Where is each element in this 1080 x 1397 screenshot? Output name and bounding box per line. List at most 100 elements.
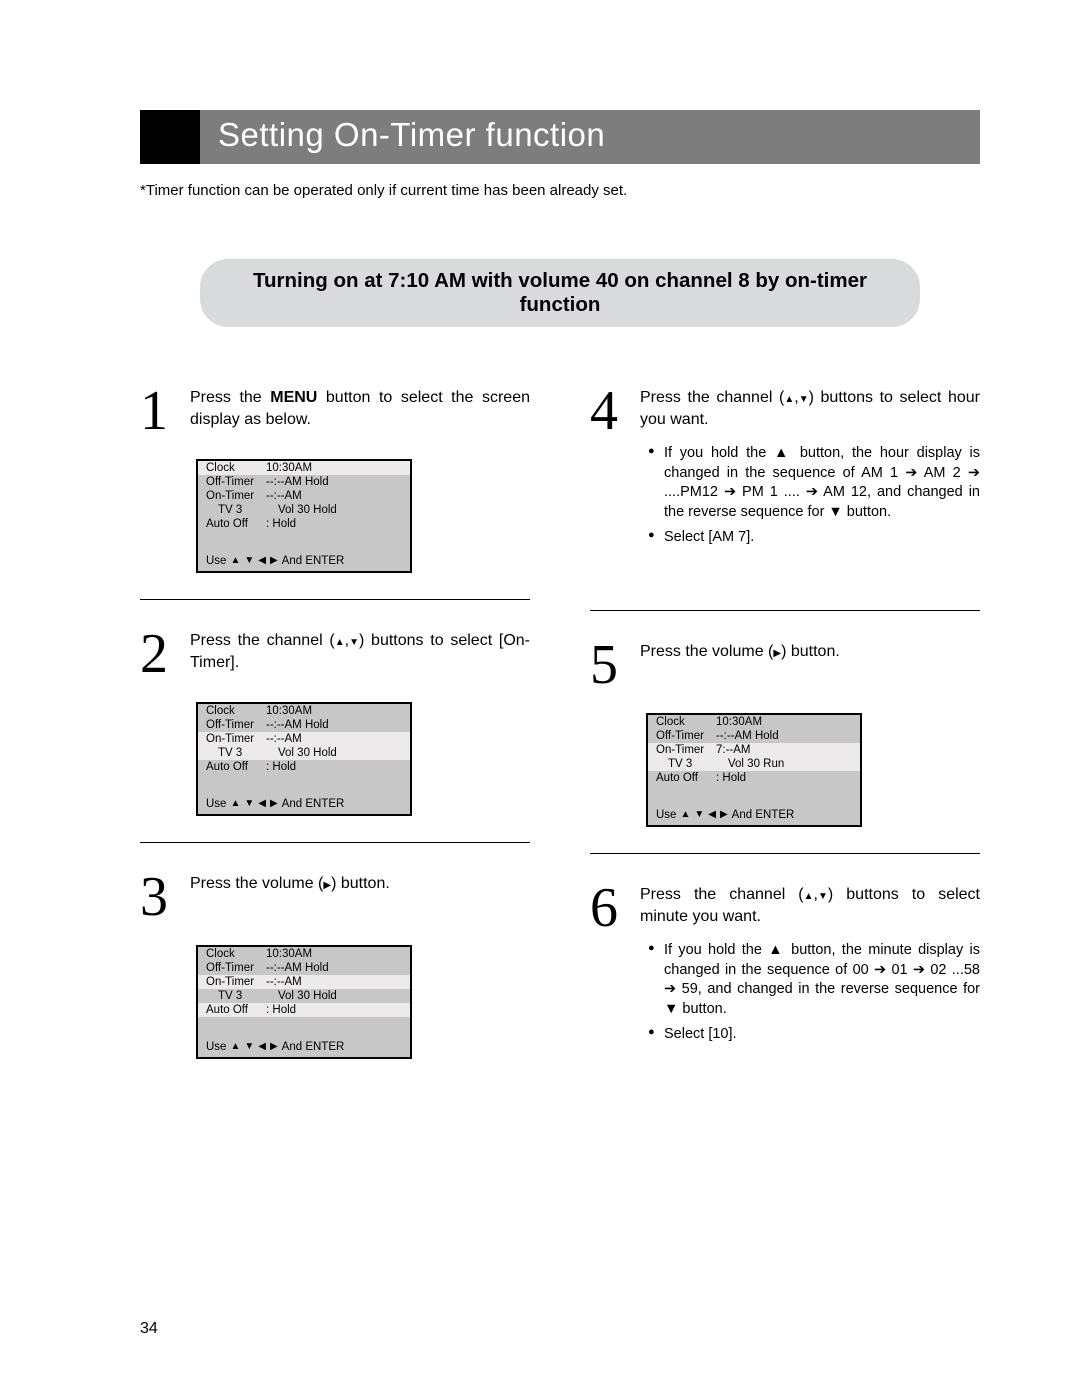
- k: On-Timer: [206, 976, 266, 988]
- osd-row-tv: TV 3Vol 30 Run: [648, 757, 860, 771]
- osd-row-on: On-Timer--:--AM: [198, 489, 410, 503]
- osd-row-clock: Clock10:30AM: [198, 461, 410, 475]
- k: Clock: [206, 705, 266, 717]
- v: Vol 30 Run: [728, 758, 852, 770]
- down-icon: ▼: [244, 556, 254, 566]
- osd-panel: Clock10:30AM Off-Timer--:--AM Hold On-Ti…: [646, 713, 862, 827]
- osd-panel: Clock10:30AM Off-Timer--:--AM Hold On-Ti…: [196, 459, 412, 573]
- k: On-Timer: [656, 744, 716, 756]
- osd-row-off: Off-Timer--:--AM Hold: [198, 961, 410, 975]
- left-column: 1 Press the MENU button to select the sc…: [140, 383, 530, 1063]
- k: On-Timer: [206, 490, 266, 502]
- osd-use-row: Use ▲▼◀▶ And ENTER: [198, 796, 410, 814]
- t: And ENTER: [282, 1041, 345, 1053]
- v: : Hold: [716, 772, 852, 784]
- right-icon: ▶: [270, 556, 278, 566]
- osd-3: Clock10:30AM Off-Timer--:--AM Hold On-Ti…: [196, 945, 530, 1059]
- right-icon: ▶: [270, 799, 278, 809]
- t: Use: [206, 1041, 226, 1053]
- osd-row-auto: Auto Off: Hold: [198, 517, 410, 531]
- up-icon: ▲: [335, 638, 345, 648]
- v: --:--AM: [266, 976, 402, 988]
- step-text: Press the MENU button to select the scre…: [190, 383, 530, 439]
- k: Clock: [656, 716, 716, 728]
- up-icon: ▲: [230, 556, 240, 566]
- right-icon: ▶: [720, 810, 728, 820]
- step-4: 4 Press the channel (▲,▼) buttons to sel…: [590, 383, 980, 554]
- osd-2: Clock10:30AM Off-Timer--:--AM Hold On-Ti…: [196, 702, 530, 816]
- timer-note: *Timer function can be operated only if …: [140, 182, 980, 199]
- v: 7:--AM: [716, 744, 852, 756]
- v: 10:30AM: [716, 716, 852, 728]
- left-icon: ◀: [258, 799, 266, 809]
- t: ) button.: [331, 875, 390, 892]
- right-column: 4 Press the channel (▲,▼) buttons to sel…: [590, 383, 980, 1063]
- k: Off-Timer: [656, 730, 716, 742]
- osd-row-tv: TV 3Vol 30 Hold: [198, 989, 410, 1003]
- osd-row-off: Off-Timer--:--AM Hold: [198, 718, 410, 732]
- down-icon: ▼: [799, 395, 809, 405]
- t: Press the: [190, 389, 270, 406]
- step-text: Press the volume (▶) button.: [640, 637, 980, 693]
- up-icon: ▲: [230, 1042, 240, 1052]
- right-icon: ▶: [323, 881, 331, 891]
- osd-gap: [648, 785, 860, 807]
- osd-row-off: Off-Timer--:--AM Hold: [648, 729, 860, 743]
- v: 10:30AM: [266, 705, 402, 717]
- up-icon: ▲: [784, 395, 794, 405]
- k: Off-Timer: [206, 719, 266, 731]
- scenario-pill: Turning on at 7:10 AM with volume 40 on …: [200, 259, 920, 327]
- osd-gap: [198, 531, 410, 553]
- step-text: Press the volume (▶) button.: [190, 869, 530, 925]
- up-icon: ▲: [804, 892, 814, 902]
- step-text: Press the channel (▲,▼) buttons to selec…: [190, 626, 530, 682]
- manual-page: Setting On-Timer function *Timer functio…: [0, 0, 1080, 1397]
- left-icon: ◀: [708, 810, 716, 820]
- t: Use: [206, 555, 226, 567]
- step-bullets: If you hold the ▲ button, the minute dis…: [640, 941, 980, 1045]
- t: And ENTER: [282, 798, 345, 810]
- step-5: 5 Press the volume (▶) button.: [590, 637, 980, 693]
- t: Press the channel (: [640, 886, 804, 903]
- v: Vol 30 Hold: [278, 990, 402, 1002]
- title-black-box: [140, 110, 200, 164]
- bullet: If you hold the ▲ button, the hour displ…: [648, 444, 980, 522]
- osd-gap: [198, 774, 410, 796]
- v: --:--AM: [266, 733, 402, 745]
- k: Auto Off: [656, 772, 716, 784]
- v: : Hold: [266, 518, 402, 530]
- k: Auto Off: [206, 518, 266, 530]
- separator: [590, 610, 980, 611]
- t: Use: [206, 798, 226, 810]
- v: Vol 30 Hold: [278, 504, 402, 516]
- v: --:--AM Hold: [716, 730, 852, 742]
- k: Off-Timer: [206, 476, 266, 488]
- t: Use: [656, 809, 676, 821]
- down-icon: ▼: [818, 892, 828, 902]
- k: Off-Timer: [206, 962, 266, 974]
- k: TV 3: [218, 990, 278, 1002]
- osd-panel: Clock10:30AM Off-Timer--:--AM Hold On-Ti…: [196, 945, 412, 1059]
- separator: [140, 842, 530, 843]
- osd-5: Clock10:30AM Off-Timer--:--AM Hold On-Ti…: [646, 713, 980, 827]
- osd-use-row: Use ▲▼◀▶ And ENTER: [198, 1039, 410, 1057]
- step-text: Press the channel (▲,▼) buttons to selec…: [640, 880, 980, 1051]
- step-number: 6: [590, 880, 624, 1051]
- t: Press the channel (: [190, 632, 335, 649]
- down-icon: ▼: [694, 810, 704, 820]
- t: Press the channel (: [640, 389, 784, 406]
- down-icon: ▼: [244, 799, 254, 809]
- separator: [140, 599, 530, 600]
- k: TV 3: [218, 504, 278, 516]
- left-icon: ◀: [258, 556, 266, 566]
- t: And ENTER: [732, 809, 795, 821]
- osd-row-auto: Auto Off: Hold: [648, 771, 860, 785]
- v: 10:30AM: [266, 948, 402, 960]
- page-title: Setting On-Timer function: [200, 110, 980, 164]
- osd-row-on: On-Timer--:--AM: [198, 732, 410, 746]
- step-number: 3: [140, 869, 174, 925]
- bullet: Select [AM 7].: [648, 528, 980, 548]
- step-number: 2: [140, 626, 174, 682]
- k: Clock: [206, 462, 266, 474]
- t: And ENTER: [282, 555, 345, 567]
